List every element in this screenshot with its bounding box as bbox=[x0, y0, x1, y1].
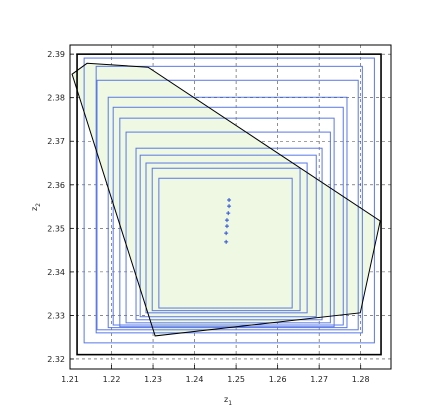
y-label-sub: 2 bbox=[35, 203, 42, 207]
x-tick-label: 1.26 bbox=[269, 375, 287, 384]
x-tick-label: 1.27 bbox=[310, 375, 328, 384]
box bbox=[112, 106, 344, 326]
x-label-base: z bbox=[224, 395, 228, 404]
axes-box bbox=[69, 44, 392, 370]
box bbox=[96, 79, 359, 331]
point bbox=[224, 239, 229, 244]
point bbox=[227, 198, 232, 203]
x-label-sub: 1 bbox=[228, 400, 232, 407]
box bbox=[158, 177, 293, 309]
point bbox=[227, 204, 232, 209]
box bbox=[125, 131, 331, 324]
y-axis-label: z2 bbox=[30, 203, 42, 211]
x-axis-label: z1 bbox=[224, 395, 232, 407]
bounds bbox=[76, 53, 382, 356]
region-outline bbox=[71, 62, 381, 337]
y-tick-label: 2.33 bbox=[47, 311, 65, 320]
point bbox=[226, 211, 231, 216]
y-tick-label: 2.37 bbox=[47, 137, 65, 146]
box bbox=[135, 147, 323, 321]
y-tick-label: 2.39 bbox=[47, 50, 65, 59]
x-tick-label: 1.22 bbox=[103, 375, 121, 384]
box bbox=[83, 57, 375, 344]
y-tick-label: 2.32 bbox=[47, 355, 65, 364]
y-tick-label: 2.36 bbox=[47, 181, 65, 190]
point bbox=[224, 231, 229, 236]
y-label-base: z bbox=[30, 207, 39, 211]
y-tick-label: 2.34 bbox=[47, 268, 65, 277]
box bbox=[151, 167, 301, 312]
x-tick-label: 1.25 bbox=[227, 375, 245, 384]
box bbox=[145, 162, 308, 314]
x-tick-label: 1.23 bbox=[144, 375, 162, 384]
y-tick-label: 2.38 bbox=[47, 94, 65, 103]
x-tick-label: 1.28 bbox=[352, 375, 370, 384]
point bbox=[224, 218, 229, 223]
x-tick-label: 1.21 bbox=[61, 375, 79, 384]
x-tick-label: 1.24 bbox=[186, 375, 204, 384]
box bbox=[119, 117, 335, 328]
point bbox=[224, 224, 229, 229]
y-tick-label: 2.35 bbox=[47, 224, 65, 233]
box bbox=[139, 154, 317, 318]
box bbox=[95, 65, 363, 334]
